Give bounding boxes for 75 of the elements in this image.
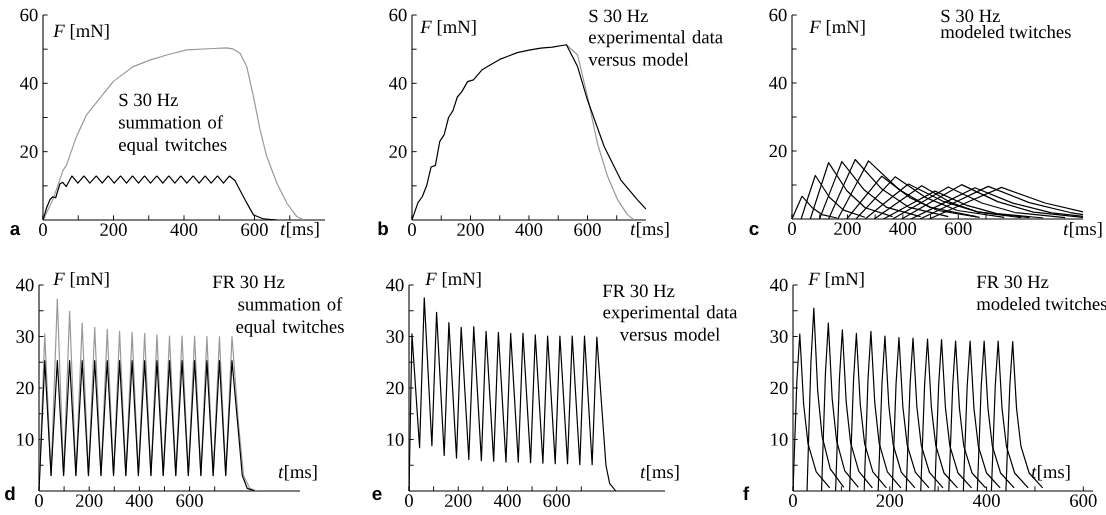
x-tick-label: 600 bbox=[574, 223, 601, 236]
y-axis-title: F [mN] bbox=[53, 272, 109, 288]
x-tick-label: 200 bbox=[834, 222, 861, 235]
y-tick-label: 20 bbox=[769, 144, 787, 158]
y-axis-title: F [mN] bbox=[808, 272, 864, 288]
x-axis-title: t[ms] bbox=[1063, 222, 1102, 238]
text: summation of equal twitches bbox=[119, 115, 227, 155]
y-tick-label: 40 bbox=[385, 278, 404, 292]
y-tick-label: 10 bbox=[771, 433, 788, 446]
y-tick-label: 60 bbox=[20, 8, 38, 22]
y-tick-label: 40 bbox=[19, 77, 38, 90]
chart-title: S 30 Hz bbox=[589, 9, 648, 23]
chart-subtitle: modeled twitches bbox=[976, 297, 1106, 311]
text: e bbox=[372, 489, 382, 501]
chart-title: FR 30 Hz bbox=[602, 284, 675, 298]
y-tick-label: 30 bbox=[386, 330, 404, 343]
y-tick-label: 60 bbox=[389, 8, 407, 22]
y-tick-label: 30 bbox=[16, 330, 34, 343]
text: b bbox=[378, 221, 388, 236]
x-tick-label: 400 bbox=[889, 222, 917, 235]
x-tick-label: 200 bbox=[457, 223, 484, 236]
x-tick-label: 0 bbox=[405, 494, 413, 507]
y-tick-label: 20 bbox=[16, 381, 34, 395]
x-tick-label: 0 bbox=[39, 223, 47, 236]
y-tick-label: 20 bbox=[389, 145, 407, 158]
text: f bbox=[743, 486, 750, 500]
x-tick-label: 400 bbox=[125, 494, 153, 507]
text: c bbox=[749, 224, 759, 236]
y-axis-title: F [mN] bbox=[53, 24, 109, 40]
x-tick-label: 400 bbox=[515, 223, 543, 236]
x-tick-label: 600 bbox=[945, 222, 972, 235]
x-tick-label: 0 bbox=[789, 494, 797, 507]
y-tick-label: 20 bbox=[20, 145, 38, 158]
x-tick-label: 200 bbox=[445, 494, 472, 507]
y-tick-label: 60 bbox=[769, 8, 787, 22]
x-tick-label: 600 bbox=[241, 223, 268, 236]
x-tick-label: 400 bbox=[493, 494, 521, 507]
x-axis-title: t[ms] bbox=[278, 465, 317, 481]
x-axis-title: t[ms] bbox=[640, 465, 679, 481]
y-tick-label: 40 bbox=[769, 278, 788, 292]
y-tick-label: 40 bbox=[768, 76, 787, 90]
text: a bbox=[10, 224, 21, 236]
x-tick-label: 200 bbox=[100, 223, 127, 236]
x-tick-label: 600 bbox=[1070, 494, 1097, 507]
y-tick-label: 30 bbox=[770, 330, 788, 343]
y-axis-title: F [mN] bbox=[425, 272, 481, 288]
x-tick-label: 400 bbox=[972, 494, 1000, 507]
y-axis-title: F [mN] bbox=[809, 20, 865, 36]
y-tick-label: 40 bbox=[15, 278, 34, 292]
chart-subtitle: modeled twitches bbox=[940, 25, 1071, 39]
chart-title: FR 30 Hz bbox=[212, 275, 285, 289]
x-tick-label: 400 bbox=[170, 223, 198, 236]
text: experimental data versus model bbox=[603, 305, 738, 341]
y-tick-label: 40 bbox=[388, 77, 407, 90]
y-tick-label: 10 bbox=[387, 433, 404, 446]
chart-title: FR 30 Hz bbox=[976, 275, 1049, 289]
x-axis-title: t[ms] bbox=[280, 222, 319, 238]
x-tick-label: 600 bbox=[543, 494, 570, 507]
y-tick-label: 20 bbox=[770, 381, 788, 395]
chart-title: S 30 Hz bbox=[941, 9, 1000, 23]
x-axis-title: t[ms] bbox=[630, 222, 669, 238]
text: d bbox=[5, 486, 15, 501]
y-tick-label: 10 bbox=[17, 433, 34, 446]
x-tick-label: 0 bbox=[408, 223, 416, 236]
text: experimental data versus model bbox=[588, 30, 723, 66]
text: S 30 Hz bbox=[119, 93, 178, 107]
y-axis-title: F [mN] bbox=[420, 20, 476, 36]
y-tick-label: 20 bbox=[386, 381, 404, 395]
x-tick-label: 0 bbox=[35, 494, 43, 507]
x-axis-title: t[ms] bbox=[1031, 465, 1070, 481]
x-tick-label: 0 bbox=[788, 222, 796, 235]
x-tick-label: 200 bbox=[76, 494, 103, 507]
x-tick-label: 200 bbox=[876, 494, 904, 507]
text: summation of equal twitches bbox=[236, 297, 344, 337]
x-tick-label: 600 bbox=[176, 494, 203, 507]
